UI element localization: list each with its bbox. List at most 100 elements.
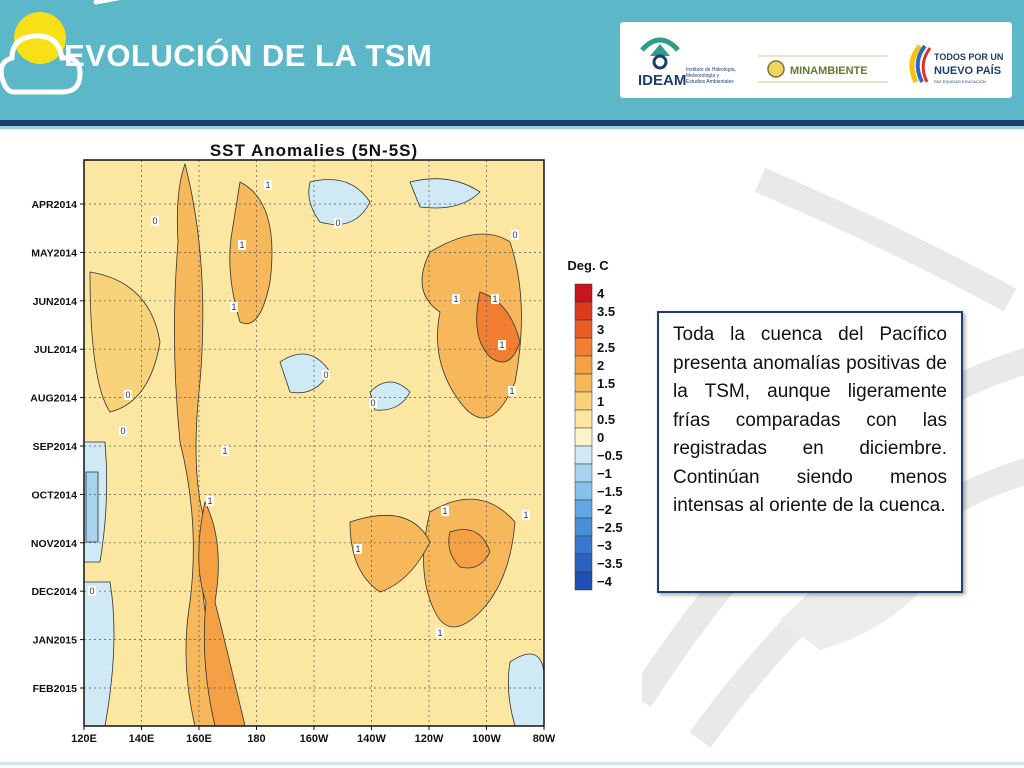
anomaly-region bbox=[448, 529, 491, 569]
chart-title: SST Anomalies (5N-5S) bbox=[210, 142, 418, 160]
legend-label: 0.5 bbox=[597, 412, 615, 427]
contour-label-bg bbox=[322, 370, 330, 380]
anomaly-region bbox=[89, 271, 161, 413]
contour-label: 0 bbox=[370, 398, 375, 408]
contour-label-bg bbox=[491, 294, 499, 304]
contour-label: 1 bbox=[523, 510, 528, 520]
contour-label: 0 bbox=[120, 426, 125, 436]
y-tick-label: OCT2014 bbox=[31, 489, 77, 501]
contour-label-bg bbox=[452, 294, 460, 304]
x-tick-label: 120W bbox=[415, 733, 444, 745]
contour-label-bg bbox=[238, 240, 246, 250]
contour-label: 1 bbox=[265, 180, 270, 190]
legend-label: −1.5 bbox=[597, 484, 623, 499]
contour-label-bg bbox=[230, 302, 238, 312]
y-tick-label: JUL2014 bbox=[34, 344, 77, 356]
slide-title: EVOLUCIÓN DE LA TSM bbox=[64, 38, 433, 73]
contour-label: 0 bbox=[125, 390, 130, 400]
legend-label: 3 bbox=[597, 322, 604, 337]
legend-label: −2 bbox=[597, 502, 612, 517]
contour-label-bg bbox=[151, 216, 159, 226]
contour-label: 1 bbox=[509, 386, 514, 396]
legend-swatch bbox=[574, 463, 593, 483]
y-tick-label: FEB2015 bbox=[33, 683, 78, 695]
todos-line1: TODOS POR UN bbox=[934, 52, 1003, 62]
legend-swatch bbox=[574, 337, 593, 357]
legend-label: 1 bbox=[597, 394, 604, 409]
legend-label: 0 bbox=[597, 430, 604, 445]
contour-label-bg bbox=[522, 510, 530, 520]
logos-graphic: IDEAM Instituto de Hidrología, Meteorolo… bbox=[638, 37, 1003, 89]
anomaly-region bbox=[421, 233, 522, 419]
legend-label: 4 bbox=[597, 286, 605, 301]
legend-swatch bbox=[574, 391, 593, 411]
ideam-subtitle-2: Meteorología y bbox=[686, 73, 720, 79]
todos-por-un-nuevo-pais-logo: TODOS POR UN NUEVO PAÍS PAZ EQUIDAD EDUC… bbox=[909, 44, 1003, 84]
contour-label: 1 bbox=[437, 628, 442, 638]
y-tick-label: SEP2014 bbox=[33, 441, 78, 453]
contour-label: 0 bbox=[152, 216, 157, 226]
contour-label: 1 bbox=[231, 302, 236, 312]
legend-swatch bbox=[574, 499, 593, 519]
contour-label: 1 bbox=[442, 506, 447, 516]
legend-swatch bbox=[574, 301, 593, 321]
contour-label-bg bbox=[334, 218, 342, 228]
x-tick-label: 140E bbox=[129, 733, 155, 745]
legend-swatch bbox=[574, 319, 593, 339]
legend-swatch bbox=[574, 355, 593, 375]
logos-panel: IDEAM Instituto de Hidrología, Meteorolo… bbox=[620, 22, 1012, 98]
todos-line2: NUEVO PAÍS bbox=[934, 64, 1001, 77]
legend-label: −3.5 bbox=[597, 556, 623, 571]
contour-label: 1 bbox=[207, 496, 212, 506]
contour-label: 1 bbox=[492, 294, 497, 304]
legend-label: 2.5 bbox=[597, 340, 615, 355]
contour-label-bg bbox=[511, 230, 519, 240]
legend-swatch bbox=[574, 445, 593, 465]
header-divider bbox=[0, 120, 1024, 126]
x-tick-label: 180 bbox=[247, 733, 265, 745]
ideam-name: IDEAM bbox=[638, 72, 686, 89]
minambiente-label: MINAMBIENTE bbox=[790, 65, 868, 77]
legend-label: −0.5 bbox=[597, 448, 623, 463]
ideam-subtitle-1: Instituto de Hidrología, bbox=[686, 67, 736, 73]
contour-label: 1 bbox=[222, 446, 227, 456]
header-divider-light bbox=[0, 126, 1024, 129]
legend-label: −3 bbox=[597, 538, 612, 553]
legend-swatch bbox=[574, 535, 593, 555]
legend-swatch bbox=[574, 283, 593, 303]
legend-swatch bbox=[574, 517, 593, 537]
y-tick-label: MAY2014 bbox=[31, 247, 77, 259]
ideam-subtitle-3: Estudios Ambientales bbox=[686, 79, 734, 85]
contour-label: 1 bbox=[239, 240, 244, 250]
contour-label: 1 bbox=[355, 544, 360, 554]
y-tick-label: AUG2014 bbox=[30, 393, 77, 405]
contour-label-bg bbox=[436, 628, 444, 638]
contour-label-bg bbox=[369, 398, 377, 408]
legend-swatch bbox=[574, 571, 593, 591]
contour-label-bg bbox=[221, 446, 229, 456]
legend-swatch bbox=[574, 373, 593, 393]
anomaly-region bbox=[409, 178, 481, 209]
contour-label: 0 bbox=[89, 586, 94, 596]
legend-swatch bbox=[574, 481, 593, 501]
anomaly-region bbox=[349, 515, 431, 593]
legend-swatch bbox=[574, 427, 593, 447]
x-tick-label: 160W bbox=[300, 733, 329, 745]
contour-label-bg bbox=[88, 586, 96, 596]
legend-title: Deg. C bbox=[567, 258, 609, 273]
legend-label: 2 bbox=[597, 358, 604, 373]
contour-label-bg bbox=[119, 426, 127, 436]
x-tick-label: 100W bbox=[472, 733, 501, 745]
contour-label-bg bbox=[124, 390, 132, 400]
contour-label: 1 bbox=[499, 340, 504, 350]
x-tick-label: 160E bbox=[186, 733, 212, 745]
sst-anomalies-chart: SST Anomalies (5N-5S) 120E 140E 160E 180 160W… bbox=[10, 142, 642, 754]
y-tick-label: JAN2015 bbox=[33, 635, 78, 647]
y-tick-label: APR2014 bbox=[31, 199, 77, 211]
y-tick-label: DEC2014 bbox=[31, 586, 77, 598]
bottom-decoration bbox=[0, 756, 1024, 768]
description-box: Toda la cuenca del Pacífico presenta ano… bbox=[657, 311, 963, 593]
x-tick-label: 140W bbox=[357, 733, 386, 745]
contour-label-bg bbox=[354, 544, 362, 554]
chart-svg: SST Anomalies (5N-5S) 120E 140E 160E 180 160W… bbox=[30, 142, 623, 745]
